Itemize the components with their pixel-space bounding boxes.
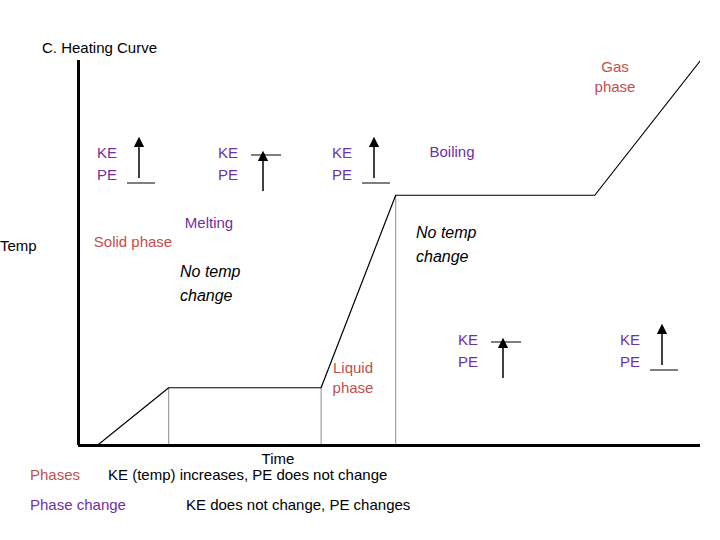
svg-text:KE: KE [332, 144, 352, 161]
svg-text:KE: KE [218, 144, 238, 161]
svg-text:Liquid: Liquid [333, 359, 373, 376]
svg-text:phase: phase [333, 379, 374, 396]
svg-text:Solid phase: Solid phase [94, 233, 172, 250]
svg-text:No temp: No temp [180, 263, 241, 280]
svg-text:Phase change: Phase change [30, 496, 126, 513]
svg-text:change: change [180, 287, 233, 304]
svg-text:KE: KE [97, 144, 117, 161]
svg-text:PE: PE [620, 353, 640, 370]
svg-text:PE: PE [332, 166, 352, 183]
svg-text:PE: PE [97, 166, 117, 183]
svg-text:Phases: Phases [30, 466, 80, 483]
svg-text:PE: PE [458, 353, 478, 370]
svg-text:Temp: Temp [0, 237, 37, 254]
svg-text:KE does not change, PE changes: KE does not change, PE changes [186, 496, 410, 513]
svg-text:change: change [416, 248, 469, 265]
svg-text:KE (temp) increases, PE does n: KE (temp) increases, PE does not change [108, 466, 387, 483]
svg-text:Gas: Gas [601, 58, 629, 75]
svg-text:Boiling: Boiling [429, 143, 474, 160]
svg-text:Melting: Melting [185, 214, 233, 231]
svg-text:No temp: No temp [416, 224, 477, 241]
svg-text:phase: phase [595, 78, 636, 95]
svg-text:KE: KE [458, 331, 478, 348]
svg-text:Time: Time [262, 450, 295, 467]
svg-text:PE: PE [218, 166, 238, 183]
svg-text:KE: KE [620, 331, 640, 348]
svg-text:C. Heating Curve: C. Heating Curve [42, 39, 157, 56]
